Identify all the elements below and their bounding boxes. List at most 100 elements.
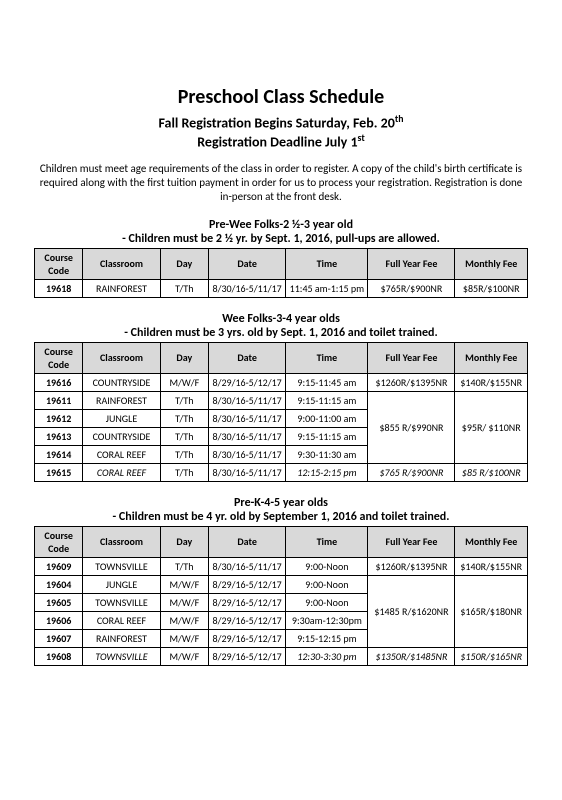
registration-deadline: Registration Deadline July 1st xyxy=(34,132,528,151)
cell-class: TOWNSVILLE xyxy=(83,593,160,611)
th-time: Time xyxy=(286,342,368,373)
cell-code: 19618 xyxy=(35,279,83,297)
th-class: Classroom xyxy=(83,342,160,373)
cell-time: 9:00-11:00 am xyxy=(286,409,368,427)
page-title: Preschool Class Schedule xyxy=(34,85,528,109)
sec3-title: Pre-K-4-5 year olds xyxy=(34,496,528,510)
cell-date: 8/29/16-5/12/17 xyxy=(208,575,285,593)
th-date: Date xyxy=(208,342,285,373)
cell-time: 9:15-11:45 am xyxy=(286,373,368,391)
cell-full: $1260R/$1395NR xyxy=(368,373,455,391)
th-class: Classroom xyxy=(83,526,160,557)
th-code: Course Code xyxy=(35,526,83,557)
cell-day: T/Th xyxy=(160,427,208,445)
cell-date: 8/29/16-5/12/17 xyxy=(208,629,285,647)
cell-time: 9:30am-12:30pm xyxy=(286,611,368,629)
cell-date: 8/29/16-5/12/17 xyxy=(208,611,285,629)
sec3-sub: - Children must be 4 yr. old by Septembe… xyxy=(34,510,528,524)
table-row: 19615 CORAL REEF T/Th 8/30/16-5/11/17 12… xyxy=(35,463,528,481)
th-month: Monthly Fee xyxy=(455,526,528,557)
th-day: Day xyxy=(160,526,208,557)
cell-day: M/W/F xyxy=(160,593,208,611)
cell-full: $765 R/$900NR xyxy=(368,463,455,481)
th-month: Monthly Fee xyxy=(455,248,528,279)
table-header-row: Course Code Classroom Day Date Time Full… xyxy=(35,526,528,557)
th-day: Day xyxy=(160,342,208,373)
cell-code: 19613 xyxy=(35,427,83,445)
cell-class: COUNTRYSIDE xyxy=(83,427,160,445)
registration-deadline-text: Registration Deadline July 1 xyxy=(197,133,357,150)
cell-class: JUNGLE xyxy=(83,575,160,593)
cell-day: M/W/F xyxy=(160,647,208,665)
cell-code: 19605 xyxy=(35,593,83,611)
cell-date: 8/30/16-5/11/17 xyxy=(208,463,285,481)
cell-code: 19616 xyxy=(35,373,83,391)
cell-date: 8/30/16-5/11/17 xyxy=(208,427,285,445)
cell-class: TOWNSVILLE xyxy=(83,557,160,575)
cell-time: 12:30-3:30 pm xyxy=(286,647,368,665)
page: Preschool Class Schedule Fall Registrati… xyxy=(0,0,562,720)
cell-time: 9:15-12:15 pm xyxy=(286,629,368,647)
cell-date: 8/29/16-5/12/17 xyxy=(208,373,285,391)
cell-code: 19606 xyxy=(35,611,83,629)
sec2-sub: - Children must be 3 yrs. old by Sept. 1… xyxy=(34,326,528,340)
th-code: Course Code xyxy=(35,342,83,373)
cell-class: JUNGLE xyxy=(83,409,160,427)
cell-code: 19607 xyxy=(35,629,83,647)
cell-class: CORAL REEF xyxy=(83,463,160,481)
cell-class: COUNTRYSIDE xyxy=(83,373,160,391)
cell-time: 9:15-11:15 am xyxy=(286,427,368,445)
cell-date: 8/29/16-5/12/17 xyxy=(208,647,285,665)
cell-code: 19615 xyxy=(35,463,83,481)
th-full: Full Year Fee xyxy=(368,342,455,373)
cell-full: $1485 R/$1620NR xyxy=(368,575,455,647)
cell-month: $85 R/$100NR xyxy=(455,463,528,481)
cell-code: 19608 xyxy=(35,647,83,665)
th-class: Classroom xyxy=(83,248,160,279)
cell-day: M/W/F xyxy=(160,575,208,593)
cell-class: RAINFOREST xyxy=(83,279,160,297)
cell-month: $95R/ $110NR xyxy=(455,391,528,463)
cell-class: CORAL REEF xyxy=(83,445,160,463)
cell-date: 8/30/16-5/11/17 xyxy=(208,391,285,409)
cell-class: TOWNSVILLE xyxy=(83,647,160,665)
cell-date: 8/30/16-5/11/17 xyxy=(208,279,285,297)
intro-paragraph: Children must meet age requirements of t… xyxy=(34,162,528,203)
cell-class: RAINFOREST xyxy=(83,391,160,409)
th-date: Date xyxy=(208,248,285,279)
cell-date: 8/30/16-5/11/17 xyxy=(208,445,285,463)
th-full: Full Year Fee xyxy=(368,526,455,557)
th-time: Time xyxy=(286,248,368,279)
th-day: Day xyxy=(160,248,208,279)
cell-day: T/Th xyxy=(160,557,208,575)
table-row: 19604 JUNGLE M/W/F 8/29/16-5/12/17 9:00-… xyxy=(35,575,528,593)
cell-time: 9:15-11:15 am xyxy=(286,391,368,409)
cell-code: 19611 xyxy=(35,391,83,409)
cell-day: T/Th xyxy=(160,279,208,297)
cell-time: 9:00-Noon xyxy=(286,575,368,593)
cell-full: $1260R/$1395NR xyxy=(368,557,455,575)
cell-day: T/Th xyxy=(160,409,208,427)
cell-time: 12:15-2:15 pm xyxy=(286,463,368,481)
sec2-table: Course Code Classroom Day Date Time Full… xyxy=(34,342,528,482)
sec3-table: Course Code Classroom Day Date Time Full… xyxy=(34,526,528,666)
table-row: 19609 TOWNSVILLE T/Th 8/30/16-5/11/17 9:… xyxy=(35,557,528,575)
registration-begins: Fall Registration Begins Saturday, Feb. … xyxy=(34,113,528,132)
cell-class: RAINFOREST xyxy=(83,629,160,647)
cell-date: 8/29/16-5/12/17 xyxy=(208,593,285,611)
cell-date: 8/30/16-5/11/17 xyxy=(208,409,285,427)
th-time: Time xyxy=(286,526,368,557)
table-row: 19618 RAINFOREST T/Th 8/30/16-5/11/17 11… xyxy=(35,279,528,297)
table-row: 19611 RAINFOREST T/Th 8/30/16-5/11/17 9:… xyxy=(35,391,528,409)
cell-month: $165R/$180NR xyxy=(455,575,528,647)
cell-month: $85R/$100NR xyxy=(455,279,528,297)
cell-day: T/Th xyxy=(160,391,208,409)
table-row: 19608 TOWNSVILLE M/W/F 8/29/16-5/12/17 1… xyxy=(35,647,528,665)
th-full: Full Year Fee xyxy=(368,248,455,279)
cell-day: M/W/F xyxy=(160,373,208,391)
cell-time: 9:00-Noon xyxy=(286,593,368,611)
th-code: Course Code xyxy=(35,248,83,279)
cell-code: 19609 xyxy=(35,557,83,575)
th-date: Date xyxy=(208,526,285,557)
th-month: Monthly Fee xyxy=(455,342,528,373)
